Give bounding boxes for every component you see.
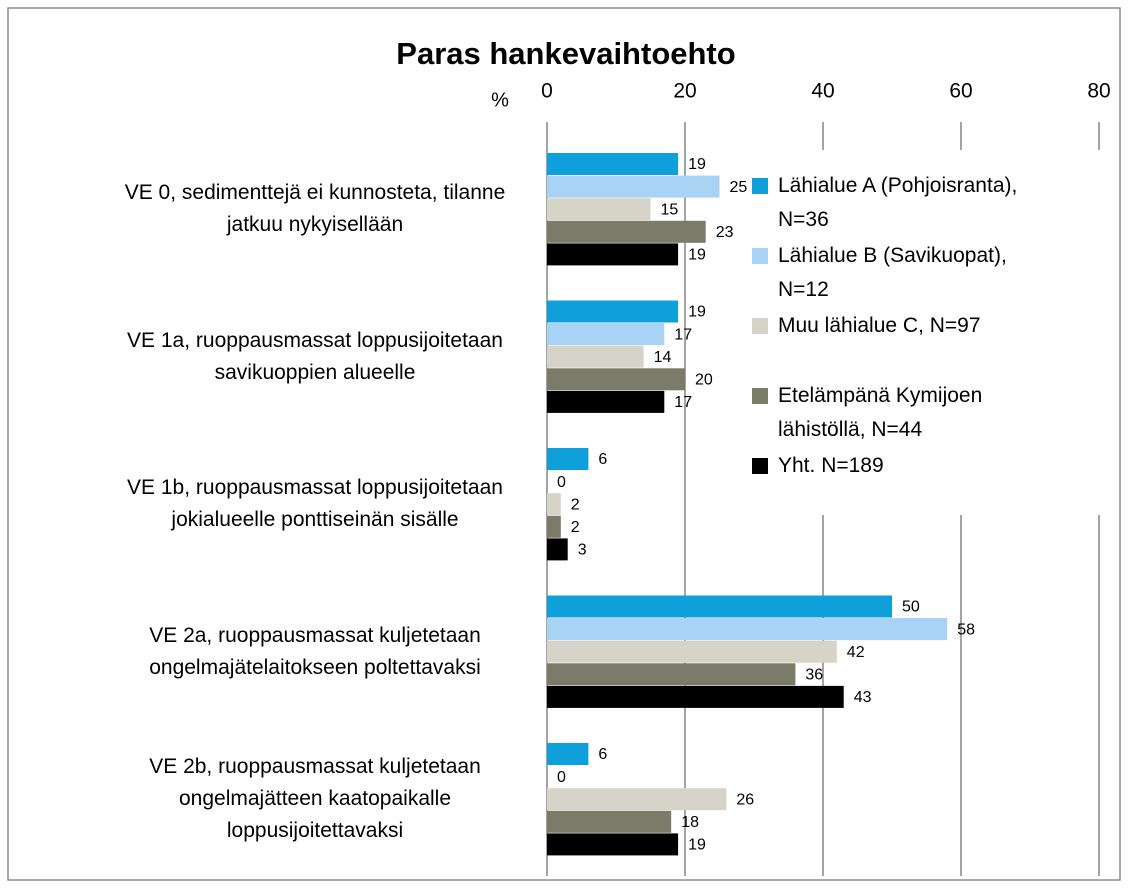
bar (547, 743, 589, 765)
chart-title: Paras hankevaihtoehto (396, 36, 735, 71)
data-label: 6 (598, 451, 607, 468)
bar (547, 618, 948, 641)
data-label: 14 (654, 349, 672, 366)
category-label: VE 2b, ruoppausmassat kuljetetaan ongelm… (149, 755, 481, 843)
category-label: VE 2a, ruoppausmassat kuljetetaan ongelm… (149, 623, 481, 679)
bar (547, 493, 561, 516)
legend-swatch (752, 458, 768, 474)
x-axis-label: % (491, 89, 509, 111)
bar (547, 300, 679, 323)
data-label: 25 (730, 179, 748, 196)
bar (547, 323, 665, 346)
bar (547, 640, 837, 663)
data-label: 19 (688, 156, 706, 173)
legend-swatch (752, 248, 768, 264)
bar (547, 810, 672, 833)
bar (547, 153, 679, 175)
data-label: 3 (578, 542, 587, 559)
bar (547, 833, 679, 856)
legend-label: Muu lähialue C, N=97 (778, 314, 981, 337)
data-label: 15 (661, 201, 679, 218)
bar (547, 663, 796, 686)
category-label: VE 0, sedimenttejä ei kunnosteta, tilann… (124, 181, 506, 237)
x-tick-label: 80 (1087, 80, 1110, 103)
data-label: 2 (571, 519, 580, 536)
legend-label: Lähialue A (Pohjoisranta), N=36 (778, 174, 1018, 231)
data-label: 58 (957, 621, 975, 638)
bar (547, 538, 568, 561)
bar (547, 390, 665, 413)
data-label: 19 (688, 837, 706, 854)
bar (547, 243, 679, 266)
data-label: 19 (688, 247, 706, 264)
data-label: 18 (681, 814, 699, 831)
data-label: 17 (674, 394, 692, 411)
data-label: 36 (805, 667, 823, 684)
data-label: 26 (736, 791, 754, 808)
x-tick-label: 0 (541, 80, 553, 103)
bar (547, 368, 685, 391)
data-label: 6 (598, 746, 607, 763)
x-tick-label: 20 (673, 80, 696, 103)
legend-label: Lähialue B (Savikuopat), N=12 (778, 244, 1007, 301)
data-label: 43 (854, 689, 872, 706)
legend-box (742, 150, 1102, 515)
legend-swatch (752, 178, 768, 194)
x-tick-label: 40 (811, 80, 834, 103)
legend-label: Yht. N=189 (778, 454, 884, 477)
bar (547, 345, 644, 368)
legend-swatch (752, 318, 768, 334)
bar (547, 595, 892, 618)
data-label: 23 (716, 224, 734, 241)
bar (547, 198, 651, 221)
category-label: VE 1b, ruoppausmassat loppusijoitetaan j… (127, 476, 503, 532)
bar (547, 685, 844, 708)
bar (547, 175, 720, 198)
x-tick-label: 60 (949, 80, 972, 103)
bar (547, 788, 727, 811)
bar (547, 448, 589, 470)
legend-label: Etelämpänä Kymijoen lähistöllä, N=44 (778, 384, 983, 441)
data-label: 17 (674, 326, 692, 343)
bar (547, 515, 561, 538)
data-label: 19 (688, 304, 706, 321)
data-label: 0 (557, 769, 566, 786)
data-label: 20 (695, 372, 713, 389)
chart-border (7, 7, 1121, 881)
legend-swatch (752, 388, 768, 404)
data-label: 0 (557, 474, 566, 491)
data-label: 42 (847, 644, 865, 661)
bar (547, 220, 706, 243)
data-label: 50 (902, 599, 920, 616)
category-label: VE 1a, ruoppausmassat loppusijoitetaan s… (127, 328, 503, 384)
data-label: 2 (571, 496, 580, 513)
